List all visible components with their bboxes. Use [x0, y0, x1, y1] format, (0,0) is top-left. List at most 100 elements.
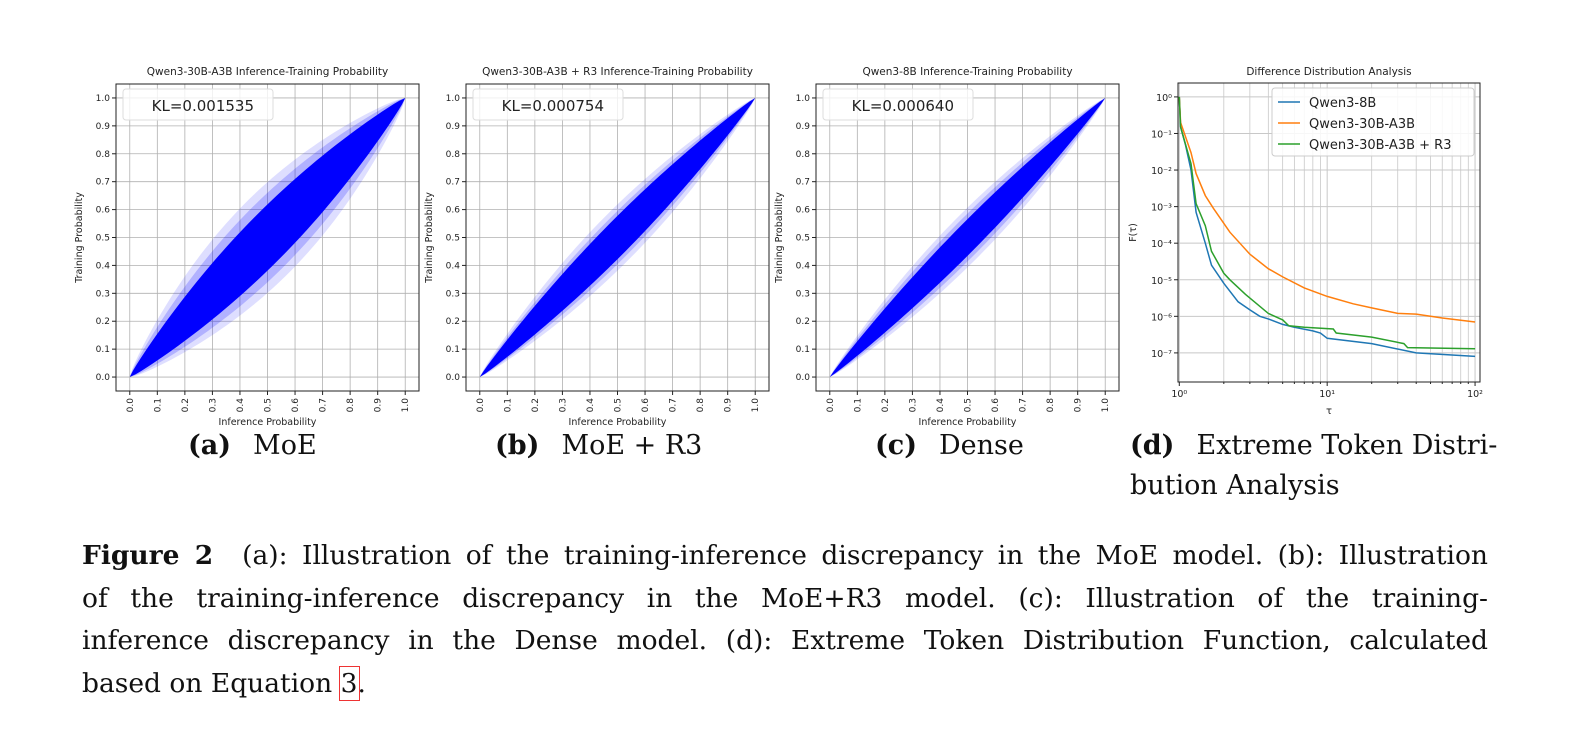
kl-annotation: KL=0.001535	[152, 97, 254, 115]
y-tick-label: 0.1	[96, 345, 110, 355]
y-tick-label: 1.0	[446, 94, 461, 104]
scatter-core-band	[129, 97, 406, 378]
x-tick-label: 0.9	[724, 398, 734, 413]
x-tick-label: 1.0	[1101, 398, 1111, 413]
legend-box	[122, 88, 274, 121]
x-tick-label: 0.4	[586, 398, 596, 413]
caption-line: of the training-inference discrepancy in…	[82, 582, 1488, 614]
legend: Qwen3-8B Qwen3-30B-A3B Qwen3-30B-A3B + R3	[1271, 87, 1475, 157]
x-tick-label: 0.3	[908, 398, 918, 412]
x-tick-label: 0.5	[614, 398, 624, 412]
y-tick-label: 0.6	[96, 206, 111, 216]
subcaption-d: (d) Extreme Token Distri-	[1130, 430, 1497, 461]
subcaption-text: Dense	[939, 430, 1024, 461]
x-tick-label: 0.2	[531, 398, 541, 412]
chart-title: Qwen3-30B-A3B Inference-Training Probabi…	[147, 66, 388, 78]
subcaption-text: MoE	[253, 430, 317, 461]
caption-text: .	[357, 667, 366, 699]
y-tick-label: 0.6	[796, 206, 811, 216]
x-tick-label: 0.9	[1074, 398, 1084, 413]
scatter-panel-0: Qwen3-30B-A3B Inference-Training Probabi…	[74, 66, 420, 428]
chart-title: Qwen3-30B-A3B + R3 Inference-Training Pr…	[482, 66, 753, 78]
y-tick-label: 0.5	[446, 234, 460, 244]
x-tick-label: 0.6	[991, 398, 1001, 413]
line-panel: Difference Distribution Analysis 10⁰ 10¹ 10…	[1128, 66, 1483, 417]
x-axis-label: Inference Probability	[919, 417, 1017, 428]
caption-line: based on Equation 3.	[82, 663, 1488, 706]
x-axis-label: τ	[1326, 406, 1332, 417]
scatter-panel-1: Qwen3-30B-A3B + R3 Inference-Training Pr…	[424, 66, 770, 428]
x-tick-label: 0.0	[826, 398, 836, 413]
x-tick-label: 0.3	[558, 398, 568, 412]
y-tick-label: 0.3	[796, 289, 810, 299]
x-tick-label: 0.7	[319, 398, 329, 412]
caption-line: Figure 2 (a): Illustration of the traini…	[82, 535, 1488, 578]
x-tick-label: 10¹	[1319, 389, 1335, 400]
chart-title: Difference Distribution Analysis	[1246, 66, 1411, 78]
y-tick-label: 0.7	[796, 178, 810, 188]
kl-annotation: KL=0.000640	[852, 97, 954, 115]
y-tick-label: 0.4	[796, 261, 811, 271]
legend-box	[822, 88, 974, 121]
x-tick-label: 10²	[1467, 389, 1483, 400]
subcaption-label: (a)	[188, 430, 232, 461]
x-tick-label: 0.4	[236, 398, 246, 413]
scatter-core-band	[479, 97, 756, 378]
figure-caption: Figure 2 (a): Illustration of the traini…	[82, 535, 1488, 705]
y-tick-label: 0.4	[96, 261, 111, 271]
x-tick-label: 0.2	[881, 398, 891, 412]
y-tick-label: 0.2	[446, 317, 460, 327]
y-tick-label: 0.1	[446, 345, 460, 355]
x-tick-label: 0.6	[641, 398, 651, 413]
legend-label: Qwen3-8B	[1309, 96, 1376, 111]
equation-reference-link[interactable]: 3	[338, 665, 360, 701]
y-tick-label: 10⁻⁷	[1151, 349, 1172, 360]
y-tick-label: 0.0	[446, 373, 461, 383]
x-tick-label: 0.5	[264, 398, 274, 412]
legend-label: Qwen3-30B-A3B + R3	[1309, 138, 1451, 153]
y-tick-label: 10⁻³	[1151, 203, 1172, 214]
y-tick-label: 10⁻⁵	[1151, 276, 1172, 287]
plot-frame	[815, 83, 1120, 392]
x-tick-label: 0.5	[964, 398, 974, 412]
legend-label: Qwen3-30B-A3B	[1309, 117, 1415, 132]
y-tick-label: 10⁻²	[1151, 166, 1172, 177]
subcaption-label: (c)	[875, 430, 917, 461]
y-tick-label: 10⁻⁶	[1151, 312, 1172, 323]
x-tick-label: 0.3	[208, 398, 218, 412]
x-tick-label: 0.4	[936, 398, 946, 413]
y-tick-label: 0.7	[96, 178, 110, 188]
x-tick-label: 0.7	[1019, 398, 1029, 412]
caption-text: (a): Illustration of the training-infere…	[242, 540, 1488, 571]
figure-label: Figure 2	[82, 540, 214, 571]
plot-frame	[115, 83, 420, 392]
plot-frame	[1177, 82, 1481, 383]
x-tick-label: 0.1	[503, 398, 513, 412]
subcaption-label: (b)	[495, 430, 540, 461]
y-tick-label: 0.1	[796, 345, 810, 355]
x-axis-label: Inference Probability	[569, 417, 667, 428]
x-tick-label: 0.7	[669, 398, 679, 412]
subcaption-a: (a) MoE	[188, 430, 317, 461]
y-tick-label: 0.8	[96, 150, 111, 160]
y-axis-label: Training Probability	[74, 192, 85, 284]
kl-annotation: KL=0.000754	[502, 97, 604, 115]
subcaption-label: (d)	[1130, 430, 1175, 461]
scatter-panel-2: Qwen3-8B Inference-Training Probability 0…	[774, 66, 1120, 428]
y-axis-label: F(τ)	[1128, 223, 1139, 242]
y-tick-label: 0.2	[96, 317, 110, 327]
y-tick-label: 1.0	[796, 94, 811, 104]
subcaption-b: (b) MoE + R3	[495, 430, 702, 461]
x-axis-label: Inference Probability	[219, 417, 317, 428]
y-tick-label: 0.3	[96, 289, 110, 299]
legend-box	[472, 88, 624, 121]
y-tick-label: 0.9	[96, 122, 111, 132]
y-tick-label: 0.0	[96, 373, 111, 383]
caption-line: inference discrepancy in the Dense model…	[82, 625, 1488, 656]
y-tick-label: 0.9	[796, 122, 811, 132]
plot-frame	[465, 83, 770, 392]
y-tick-label: 1.0	[96, 94, 111, 104]
x-tick-label: 0.9	[374, 398, 384, 413]
x-tick-label: 0.2	[181, 398, 191, 412]
y-tick-label: 10⁻¹	[1151, 129, 1172, 140]
